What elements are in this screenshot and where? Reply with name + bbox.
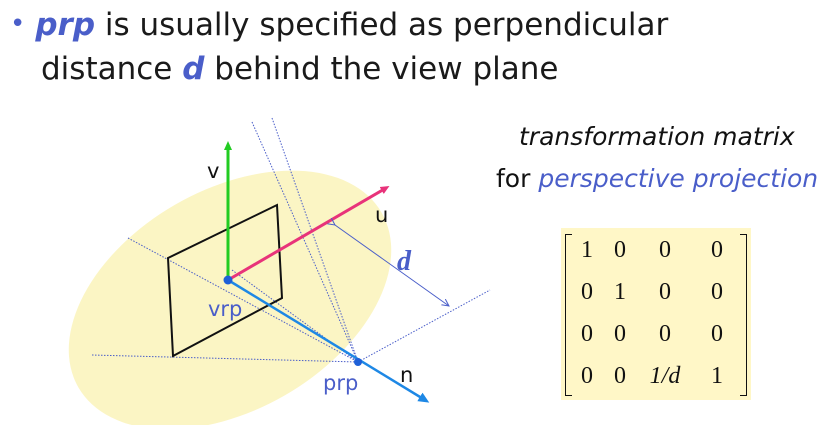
label-v: v — [207, 159, 219, 183]
matrix-cell: 1/d — [649, 363, 681, 389]
vrp-point — [223, 275, 233, 285]
matrix-cell: 0 — [659, 237, 671, 263]
matrix-left-bracket — [565, 234, 572, 396]
view-window — [166, 203, 284, 358]
matrix-cell: 0 — [614, 363, 626, 389]
d-dimension-line — [335, 225, 449, 306]
matrix-cell: 0 — [711, 279, 723, 305]
u-axis — [227, 185, 390, 282]
matrix-cell: 0 — [711, 321, 723, 347]
bullet-line-1: • prp is usually specified as perpendicul… — [10, 10, 668, 41]
matrix-cell: 0 — [581, 363, 593, 389]
term-prp: prp — [35, 7, 96, 43]
term-d: d — [182, 51, 205, 87]
bullet-line-2-suffix: behind the view plane — [214, 51, 559, 87]
caption-line-2-prefix: for — [496, 164, 531, 193]
n-axis — [227, 278, 430, 403]
bullet-line-2-prefix: distance — [41, 51, 173, 87]
matrix-cell: 1 — [581, 237, 593, 263]
matrix-right-bracket — [740, 234, 747, 396]
bullet-line-2: distance d behind the view plane — [41, 54, 558, 85]
view-plane-ellipse — [68, 170, 392, 425]
matrix-cell: 0 — [581, 279, 593, 305]
label-u: u — [375, 203, 388, 227]
matrix-cell: 0 — [659, 321, 671, 347]
caption-line-2-accent: perspective projection — [538, 164, 819, 193]
label-d: d — [397, 246, 412, 277]
caption-line-2: for perspective projection — [496, 164, 818, 193]
matrix-cell: 0 — [711, 237, 723, 263]
matrix-cell: 1 — [614, 279, 626, 305]
transformation-matrix: 1 0 0 0 0 1 0 0 0 0 0 0 0 0 1/d 1 — [561, 228, 751, 400]
prp-point — [354, 358, 362, 366]
matrix-cell: 0 — [614, 237, 626, 263]
label-n: n — [400, 363, 413, 387]
matrix-cell: 0 — [581, 321, 593, 347]
label-vrp: vrp — [208, 297, 242, 321]
label-prp: prp — [323, 371, 358, 395]
matrix-cell: 1 — [711, 363, 723, 389]
bullet-line-1-text: is usually specified as perpendicular — [104, 7, 669, 43]
bullet-icon: • — [10, 9, 26, 39]
caption-line-1: transformation matrix — [519, 122, 795, 151]
matrix-cell: 0 — [614, 321, 626, 347]
matrix-cell: 0 — [659, 279, 671, 305]
